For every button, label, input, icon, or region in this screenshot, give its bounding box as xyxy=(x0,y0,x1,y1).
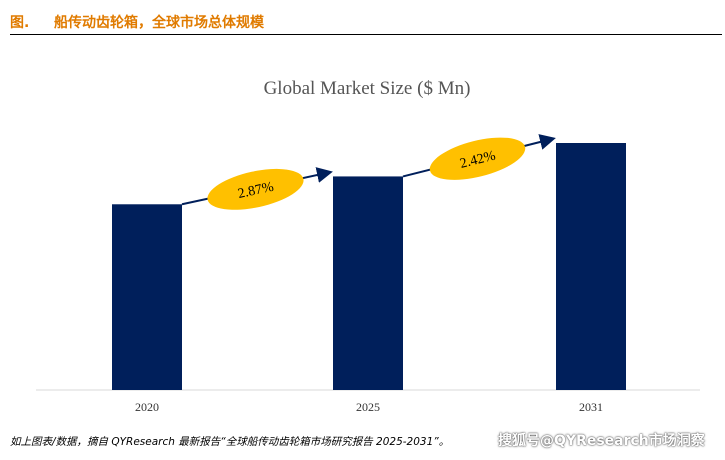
bar-2020 xyxy=(112,204,182,390)
figure-title: 船传动齿轮箱，全球市场总体规模 xyxy=(54,15,264,31)
bars-group xyxy=(112,143,626,390)
bar-2031 xyxy=(556,143,626,390)
bar-chart: Global Market Size ($ Mn) 2.87%2.42% 202… xyxy=(36,78,700,414)
growth-bubble xyxy=(207,168,304,210)
x-tick-label: 2025 xyxy=(356,400,380,414)
x-tick-labels: 2020 2025 2031 xyxy=(135,400,603,414)
x-tick-label: 2031 xyxy=(579,400,603,414)
x-tick-label: 2020 xyxy=(135,400,159,414)
chart-title: Global Market Size ($ Mn) xyxy=(264,78,471,99)
watermark: 搜狐号@QYResearch市场洞察 xyxy=(498,433,705,449)
bar-2025 xyxy=(333,176,403,390)
figure-label: 图. xyxy=(10,15,30,31)
source-note: 如上图表/数据，摘自 QYResearch 最新报告“全球船传动齿轮箱市场研究报… xyxy=(10,436,450,448)
growth-bubbles-group: 2.87%2.42% xyxy=(207,137,526,210)
figure-header: 图. 船传动齿轮箱，全球市场总体规模 xyxy=(10,12,722,35)
growth-bubble xyxy=(429,137,526,180)
